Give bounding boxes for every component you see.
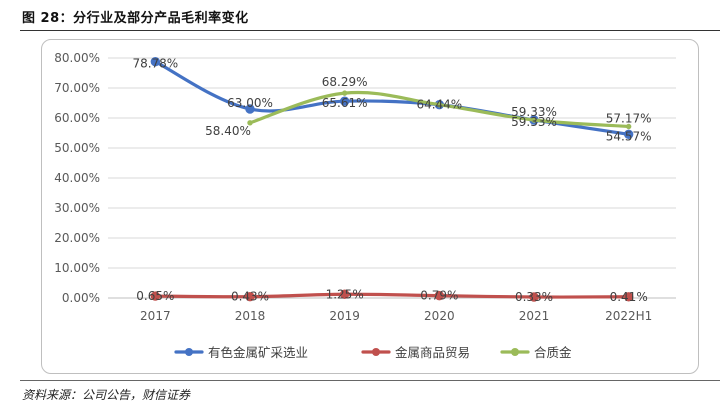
data-label: 0.65% [136, 289, 174, 303]
series-point [623, 292, 634, 302]
series-lines [150, 56, 634, 302]
legend: 有色金属矿采选业 金属商品贸易 合质金 [174, 345, 572, 360]
legend-swatch-marker [372, 348, 380, 356]
source-note: 资料来源：公司公告，财信证券 [22, 388, 191, 402]
data-label: 59.33% [511, 115, 557, 129]
data-label: 0.79% [420, 289, 458, 303]
data-label: 0.41% [610, 290, 648, 304]
gridlines [108, 57, 676, 299]
title-rule [20, 30, 720, 31]
y-tick-label: 50.00% [54, 141, 100, 155]
x-axis-ticks: 2017 2018 2019 2020 2021 2022H1 [140, 309, 652, 323]
y-tick-label: 60.00% [54, 111, 100, 125]
series-point [529, 292, 539, 302]
y-tick-label: 20.00% [54, 231, 100, 245]
series-point [531, 117, 537, 123]
data-label: 64.44% [416, 98, 462, 112]
data-label: 1.25% [326, 287, 364, 301]
data-label: 65.61% [322, 96, 368, 110]
chart-frame [41, 39, 699, 374]
data-label: 63.00% [227, 96, 273, 110]
series-point [247, 120, 253, 126]
series-point [434, 290, 445, 301]
x-tick-label: 2020 [424, 309, 455, 323]
data-label: 68.29% [322, 75, 368, 89]
series-line [153, 292, 631, 299]
y-tick-label: 10.00% [54, 261, 100, 275]
data-label: 0.33% [515, 290, 553, 304]
y-tick-label: 0.00% [62, 291, 100, 305]
legend-label: 有色金属矿采选业 [208, 345, 308, 360]
legend-swatch-marker [511, 348, 519, 356]
data-label: 59.33% [511, 105, 557, 119]
series-point [150, 291, 161, 301]
legend-label: 金属商品贸易 [395, 345, 470, 360]
series-point [245, 104, 255, 114]
series-point [245, 292, 255, 302]
figure-title: 图 28：分行业及部分产品毛利率变化 [22, 11, 249, 26]
y-tick-label: 40.00% [54, 171, 100, 185]
data-label: 78.78% [132, 57, 178, 71]
data-label: 57.17% [606, 111, 652, 125]
x-tick-label: 2019 [329, 309, 360, 323]
series-point [339, 289, 350, 299]
series-point [339, 96, 350, 106]
data-label: 58.40% [205, 124, 251, 138]
series-point [150, 56, 161, 67]
x-tick-label: 2021 [519, 309, 550, 323]
series-point [436, 101, 443, 108]
x-tick-label: 2022H1 [605, 309, 652, 323]
y-axis-ticks: 0.00% 10.00% 20.00% 30.00% 40.00% 50.00% 60.00… [54, 51, 100, 305]
source-rule [20, 380, 720, 381]
series-point [623, 129, 634, 139]
x-tick-label: 2017 [140, 309, 171, 323]
y-tick-label: 80.00% [54, 51, 100, 65]
x-tick-label: 2018 [235, 309, 266, 323]
legend-label: 合质金 [534, 345, 572, 360]
data-label: 54.57% [606, 129, 652, 143]
data-label: 0.43% [231, 290, 269, 304]
series-point [341, 90, 348, 96]
data-labels: 78.78% 63.00% 65.61% 64.44% 59.33% 54.57% 0.65… [132, 57, 651, 304]
y-tick-label: 30.00% [54, 201, 100, 215]
legend-swatch-marker [185, 348, 193, 356]
series-point [625, 123, 632, 130]
y-tick-label: 70.00% [54, 81, 100, 95]
